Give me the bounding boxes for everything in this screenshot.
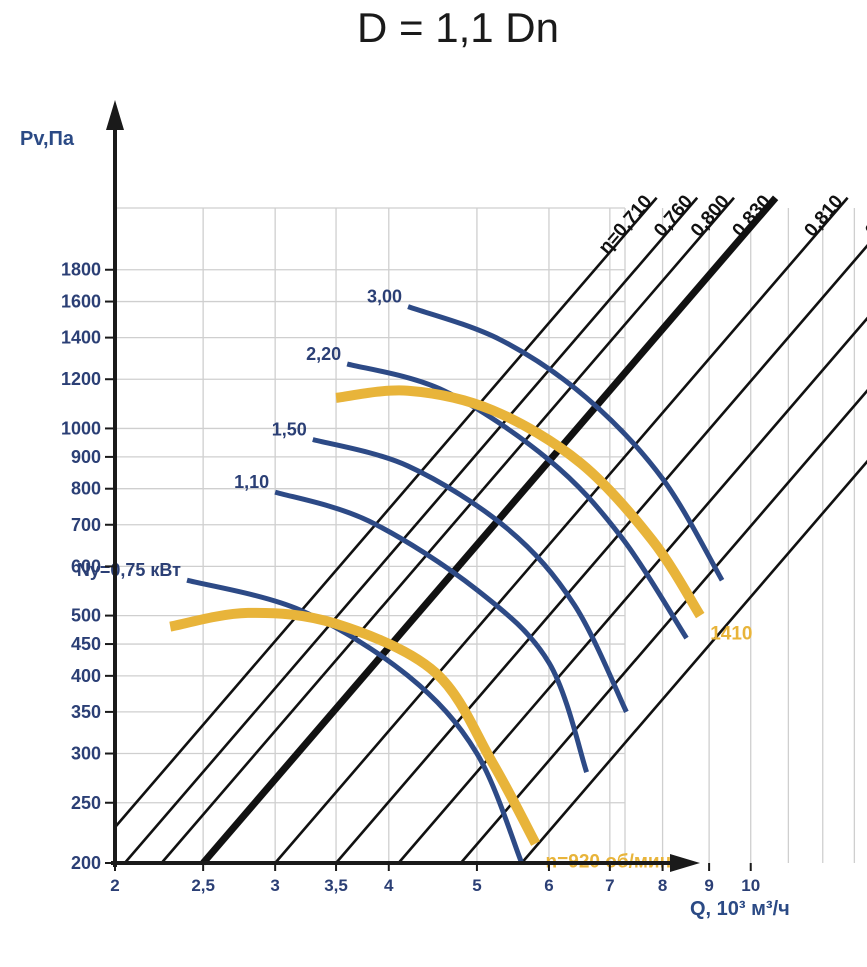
x-tick-label: 3,5 [324, 876, 348, 895]
efficiency-label: 0,830 [728, 191, 775, 241]
x-tick-label: 2,5 [191, 876, 215, 895]
power-curves: Ny=0,75 кВт 1,10 1,50 2,20 3,00 [77, 287, 725, 864]
x-tick-label: 2 [110, 876, 119, 895]
y-tick-label: 1800 [61, 260, 101, 280]
y-tick-label: 700 [71, 515, 101, 535]
y-tick-label: 1000 [61, 418, 101, 438]
y-tick-label: 600 [71, 556, 101, 576]
y-axis-arrow [106, 100, 124, 130]
power-curve [274, 489, 589, 773]
x-tick-label: 7 [605, 876, 614, 895]
speed-curve-label: 1410 [710, 624, 752, 645]
x-tick-label: 8 [658, 876, 667, 895]
y-tick-label: 350 [71, 702, 101, 722]
power-curve [346, 361, 689, 640]
efficiency-line [200, 195, 779, 866]
efficiency-line [274, 196, 849, 864]
efficiency-line [335, 244, 867, 864]
power-curve-label: 2,20 [306, 344, 341, 364]
power-curve [312, 437, 629, 713]
y-tick-label: 450 [71, 634, 101, 654]
x-tick-label: 5 [472, 876, 481, 895]
power-curve-label: Ny=0,75 кВт [77, 560, 181, 580]
y-tick-label: 1200 [61, 369, 101, 389]
efficiency-line [397, 316, 867, 864]
speed-curves: n=920 об/мин1410 [169, 385, 753, 872]
y-tick-label: 400 [71, 666, 101, 686]
efficiency-line [459, 389, 867, 864]
tick-labels: 200 250 300 350 400 450 500 600 700 800 900 1000 120… [61, 260, 760, 895]
efficiency-line [520, 459, 867, 864]
efficiency-line [160, 196, 735, 864]
x-axis-arrow [670, 854, 700, 872]
x-axis-label: Q, 10³ м³/ч [690, 898, 790, 920]
chart-title: D = 1,1 Dn [357, 4, 559, 51]
x-tick-label: 3 [270, 876, 279, 895]
efficiency-label: 0,810 [800, 191, 847, 241]
power-curve-label: 1,50 [272, 419, 307, 439]
efficiency-label: 0,800 [687, 191, 734, 241]
speed-curve [169, 607, 540, 846]
axes [106, 100, 700, 872]
y-tick-label: 500 [71, 606, 101, 626]
power-curve [407, 304, 725, 582]
y-tick-label: 900 [71, 447, 101, 467]
power-curve-label: 3,00 [367, 287, 402, 307]
efficiency-line [114, 196, 658, 829]
efficiency-label: 0,800 [861, 191, 867, 241]
power-curve [186, 577, 525, 864]
y-tick-label: 250 [71, 793, 101, 813]
speed-curve [335, 385, 705, 619]
x-tick-label: 6 [544, 876, 553, 895]
y-tick-label: 800 [71, 479, 101, 499]
grid [114, 207, 856, 864]
y-tick-label: 300 [71, 744, 101, 764]
y-tick-label: 1600 [61, 292, 101, 312]
y-tick-label: 200 [71, 853, 101, 873]
power-curve-label: 1,10 [234, 472, 269, 492]
efficiency-line [123, 196, 699, 864]
x-tick-label: 4 [384, 876, 394, 895]
y-axis-label: Pv,Па [20, 128, 75, 150]
x-tick-label: 10 [741, 876, 760, 895]
x-tick-label: 9 [704, 876, 713, 895]
y-tick-label: 1400 [61, 328, 101, 348]
